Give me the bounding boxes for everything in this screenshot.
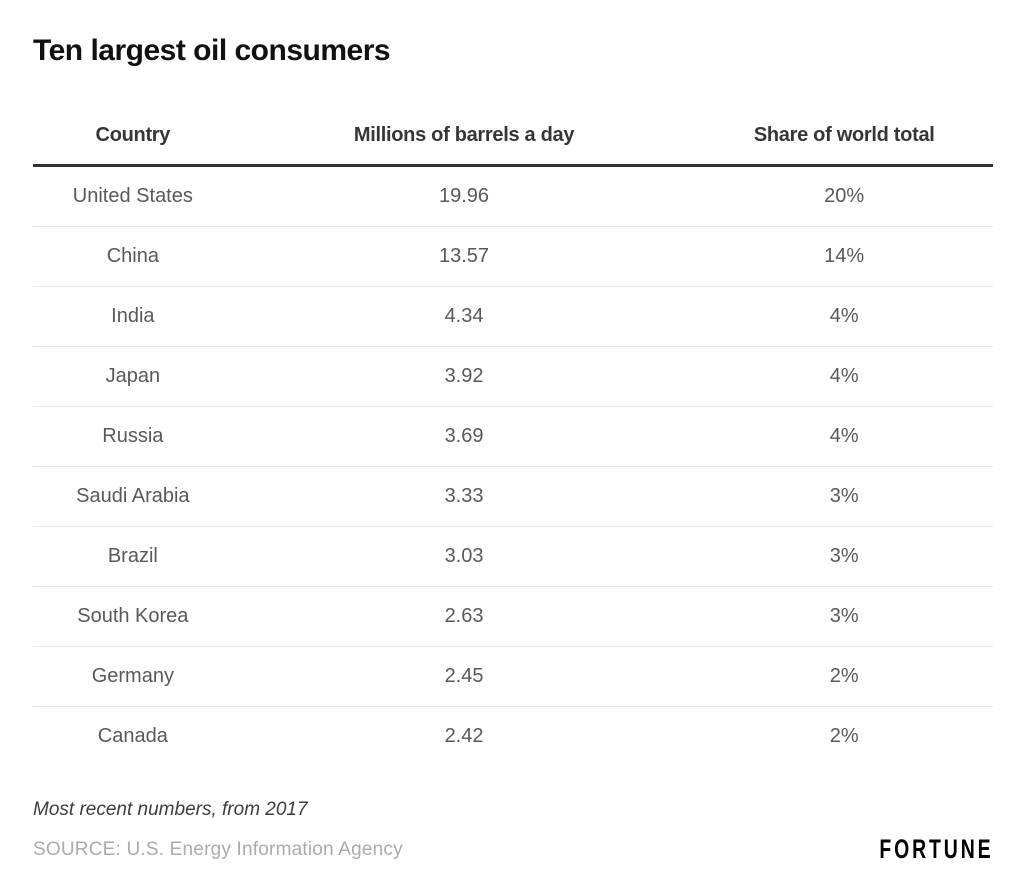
cell-barrels: 2.45	[444, 665, 484, 687]
cell-country: Japan	[105, 365, 161, 387]
cell-country: China	[106, 245, 159, 267]
column-header-country: Country	[95, 123, 171, 146]
table-row: China 13.57 14%	[33, 227, 993, 287]
cell-barrels: 3.69	[444, 425, 484, 447]
cell-share: 4%	[829, 365, 859, 387]
cell-barrels: 3.92	[444, 365, 484, 387]
cell-country: Brazil	[107, 545, 158, 567]
footer: SOURCE: U.S. Energy Information Agency F…	[33, 834, 993, 865]
table-row: Saudi Arabia 3.33 3%	[33, 467, 993, 527]
cell-barrels: 3.03	[444, 545, 484, 567]
cell-share: 14%	[824, 245, 865, 267]
fortune-logo: FORTUNE	[878, 834, 993, 864]
footnote: Most recent numbers, from 2017	[33, 799, 308, 820]
cell-barrels: 19.96	[439, 185, 490, 207]
cell-country: Saudi Arabia	[76, 485, 190, 507]
cell-share: 3%	[829, 605, 859, 627]
cell-country: India	[111, 305, 155, 327]
cell-country: Russia	[102, 425, 164, 447]
oil-consumers-table: Country Millions of barrels a day Share …	[33, 106, 993, 766]
table-header-row: Country Millions of barrels a day Share …	[33, 106, 993, 167]
cell-barrels: 2.63	[444, 605, 484, 627]
cell-country: South Korea	[77, 605, 189, 627]
cell-share: 4%	[829, 425, 859, 447]
column-header-share: Share of world total	[753, 123, 935, 146]
cell-share: 3%	[829, 545, 859, 567]
cell-country: Germany	[91, 665, 174, 687]
cell-share: 2%	[829, 665, 859, 687]
source-credit: SOURCE: U.S. Energy Information Agency	[33, 838, 403, 860]
table-row: Russia 3.69 4%	[33, 407, 993, 467]
table-row: South Korea 2.63 3%	[33, 587, 993, 647]
table-row: United States 19.96 20%	[33, 167, 993, 227]
cell-barrels: 3.33	[444, 485, 484, 507]
column-header-barrels: Millions of barrels a day	[353, 123, 575, 146]
cell-barrels: 13.57	[439, 245, 490, 267]
table-row: India 4.34 4%	[33, 287, 993, 347]
cell-share: 20%	[824, 185, 865, 207]
page-title: Ten largest oil consumers	[33, 34, 391, 67]
cell-share: 2%	[829, 725, 859, 747]
cell-barrels: 4.34	[444, 305, 484, 327]
table-row: Germany 2.45 2%	[33, 647, 993, 707]
cell-share: 3%	[829, 485, 859, 507]
cell-country: Canada	[97, 725, 168, 747]
cell-share: 4%	[829, 305, 859, 327]
table-row: Brazil 3.03 3%	[33, 527, 993, 587]
cell-country: United States	[72, 185, 193, 207]
table-row: Canada 2.42 2%	[33, 707, 993, 766]
cell-barrels: 2.42	[444, 725, 484, 747]
table-row: Japan 3.92 4%	[33, 347, 993, 407]
